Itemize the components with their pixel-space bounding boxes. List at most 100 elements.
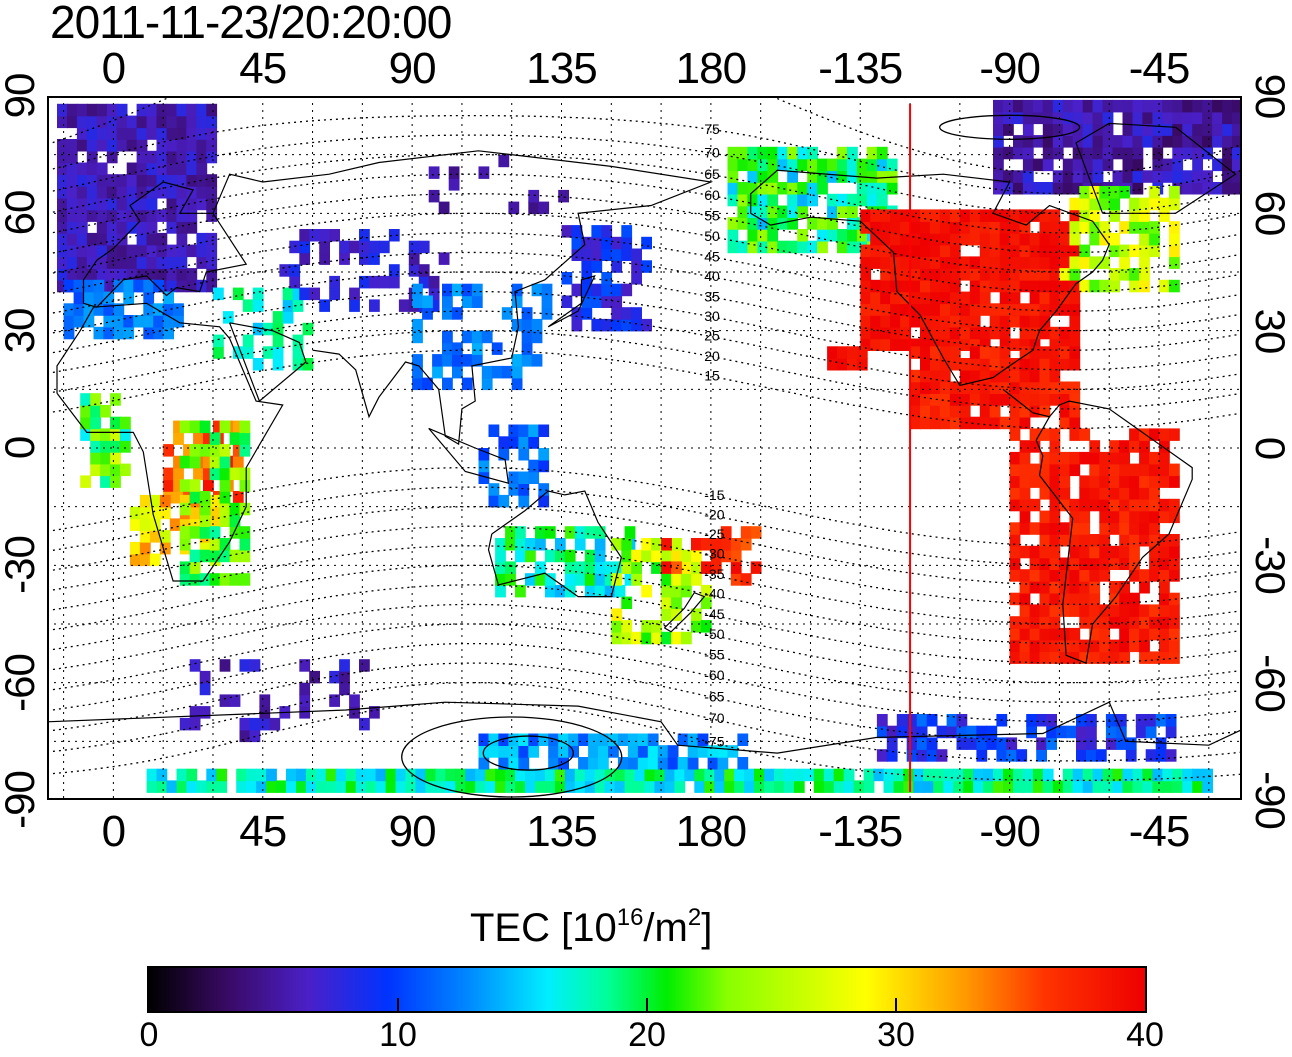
tec-cell bbox=[647, 745, 659, 758]
tec-cell bbox=[219, 514, 231, 527]
tec-cell bbox=[511, 377, 523, 391]
tec-cell bbox=[999, 256, 1011, 269]
tec-cell bbox=[720, 549, 732, 563]
tec-cell bbox=[176, 279, 188, 293]
tec-cell bbox=[1069, 604, 1081, 617]
tec-cell bbox=[939, 315, 951, 328]
tec-cell bbox=[601, 236, 613, 250]
tec-cell bbox=[856, 182, 868, 195]
tec-cell bbox=[292, 334, 304, 348]
tec-cell bbox=[1072, 768, 1084, 782]
tec-cell bbox=[939, 338, 951, 351]
tec-cell bbox=[1149, 475, 1160, 488]
tec-cell bbox=[833, 768, 845, 782]
tec-cell bbox=[103, 303, 115, 316]
tec-cell bbox=[661, 596, 672, 610]
tec-cell bbox=[1049, 569, 1061, 582]
tec-cell bbox=[1149, 244, 1160, 258]
magnetic-latitude-label: 30 bbox=[704, 308, 720, 324]
tec-cell bbox=[83, 303, 95, 316]
tec-cell bbox=[581, 283, 593, 297]
tec-cell bbox=[1089, 256, 1101, 269]
tec-cell bbox=[920, 338, 931, 351]
tec-cell bbox=[213, 287, 224, 301]
tec-cell bbox=[548, 745, 559, 758]
tec-cell bbox=[1092, 158, 1104, 172]
tec-cell bbox=[498, 757, 510, 770]
tec-cell bbox=[110, 428, 121, 441]
tec-cell bbox=[349, 706, 360, 719]
tec-cell bbox=[949, 393, 961, 406]
tec-cell bbox=[1159, 592, 1170, 606]
tec-cell bbox=[594, 561, 606, 574]
tec-cell bbox=[920, 256, 931, 269]
tec-cell bbox=[598, 757, 609, 770]
tec-cell bbox=[797, 182, 808, 195]
tec-cell bbox=[1046, 725, 1057, 739]
tec-cell bbox=[1109, 522, 1120, 535]
tec-cell bbox=[1109, 475, 1120, 488]
tec-cell bbox=[189, 518, 201, 531]
tec-cell bbox=[176, 244, 188, 258]
tec-cell bbox=[890, 303, 901, 316]
tec-cell bbox=[617, 733, 629, 746]
tec-cell bbox=[1019, 639, 1031, 653]
tec-cell bbox=[1129, 498, 1140, 512]
tec-cell bbox=[584, 573, 596, 586]
tec-cell bbox=[1059, 487, 1071, 500]
tec-cell bbox=[1039, 604, 1051, 617]
tec-cell bbox=[189, 420, 201, 434]
tec-cell bbox=[116, 186, 128, 199]
tec-cell bbox=[910, 221, 921, 234]
tec-cell bbox=[57, 221, 68, 234]
tec-cell bbox=[1202, 780, 1213, 793]
tec-cell bbox=[598, 745, 609, 758]
tec-cell bbox=[146, 174, 158, 187]
tec-cell bbox=[1079, 616, 1091, 629]
tec-cell bbox=[1059, 338, 1071, 351]
tec-cell bbox=[959, 291, 971, 305]
tec-cell bbox=[179, 420, 191, 434]
tec-cell bbox=[113, 303, 125, 316]
tec-cell bbox=[594, 549, 606, 563]
tec-cell bbox=[1162, 768, 1174, 782]
tec-cell bbox=[189, 573, 201, 586]
tec-cell bbox=[664, 780, 676, 793]
tec-cell bbox=[452, 342, 463, 355]
tec-cell bbox=[564, 768, 576, 782]
tec-cell bbox=[239, 479, 251, 492]
tec-cell bbox=[213, 420, 224, 434]
tec-cell bbox=[1165, 725, 1177, 739]
tec-cell bbox=[143, 279, 155, 293]
tec-cell bbox=[136, 115, 148, 129]
tec-cell bbox=[561, 272, 573, 285]
tec-cell bbox=[176, 256, 188, 269]
tec-cell bbox=[860, 338, 872, 351]
tec-cell bbox=[66, 221, 78, 234]
tec-cell bbox=[206, 232, 218, 246]
tec-cell bbox=[515, 768, 526, 782]
tec-cell bbox=[1006, 737, 1018, 750]
tec-cell bbox=[166, 115, 178, 129]
tec-cell bbox=[920, 381, 931, 394]
tec-cell bbox=[179, 455, 191, 469]
tec-cell bbox=[757, 170, 769, 183]
tec-cell bbox=[206, 780, 218, 793]
tec-cell bbox=[96, 162, 108, 175]
tec-cell bbox=[173, 303, 184, 316]
tec-cell bbox=[130, 518, 141, 531]
tec-cell bbox=[1009, 534, 1021, 547]
tec-cell bbox=[173, 432, 184, 445]
tec-cell bbox=[1009, 428, 1021, 441]
tec-cell bbox=[412, 377, 423, 391]
tec-cell bbox=[979, 393, 991, 406]
tec-cell bbox=[637, 757, 649, 770]
tec-cell bbox=[870, 221, 881, 234]
colorbar-tick-mark bbox=[895, 998, 897, 1011]
tec-cell bbox=[186, 268, 198, 281]
tec-cell bbox=[754, 780, 765, 793]
tec-cell bbox=[986, 737, 998, 750]
tec-cell bbox=[890, 232, 901, 246]
tec-cell bbox=[206, 279, 218, 293]
tec-cell bbox=[813, 780, 825, 793]
